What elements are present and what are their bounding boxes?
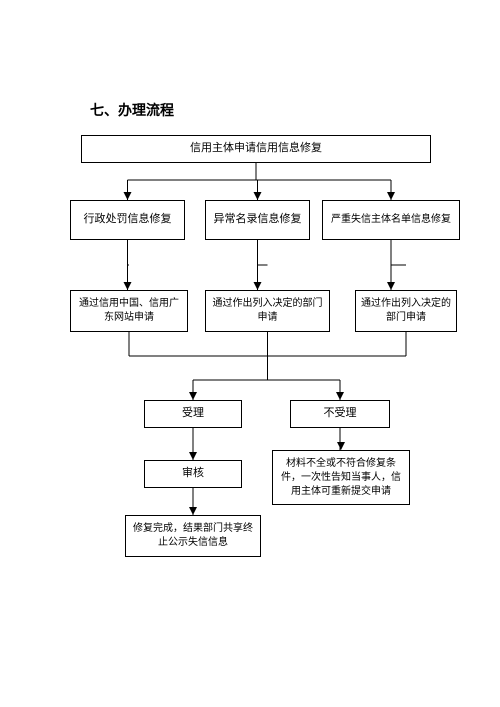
flowchart-node-n5: 通过信用中国、信用广东网站申请 [70, 290, 188, 332]
flowchart-node-n6: 通过作出列入决定的部门申请 [205, 290, 330, 332]
section-title: 七、办理流程 [90, 100, 174, 120]
flowchart-node-n9: 不受理 [290, 400, 390, 428]
flowchart-node-n8: 受理 [144, 400, 242, 428]
flowchart-node-n7: 通过作出列入决定的部门申请 [355, 290, 457, 332]
flowchart-node-n11: 修复完成，结果部门共享终止公示失信信息 [125, 515, 261, 557]
flowchart-node-n12: 材料不全或不符合修复条件，一次性告知当事人，信用主体可重新提交申请 [272, 450, 410, 505]
flowchart-node-n1: 信用主体申请信用信息修复 [81, 135, 431, 163]
flowchart-node-n2: 行政处罚信息修复 [70, 200, 185, 240]
flowchart-node-n4: 严重失信主体名单信息修复 [322, 200, 460, 240]
flowchart-node-n3: 异常名录信息修复 [205, 200, 310, 240]
flowchart-node-n10: 审核 [144, 460, 242, 488]
